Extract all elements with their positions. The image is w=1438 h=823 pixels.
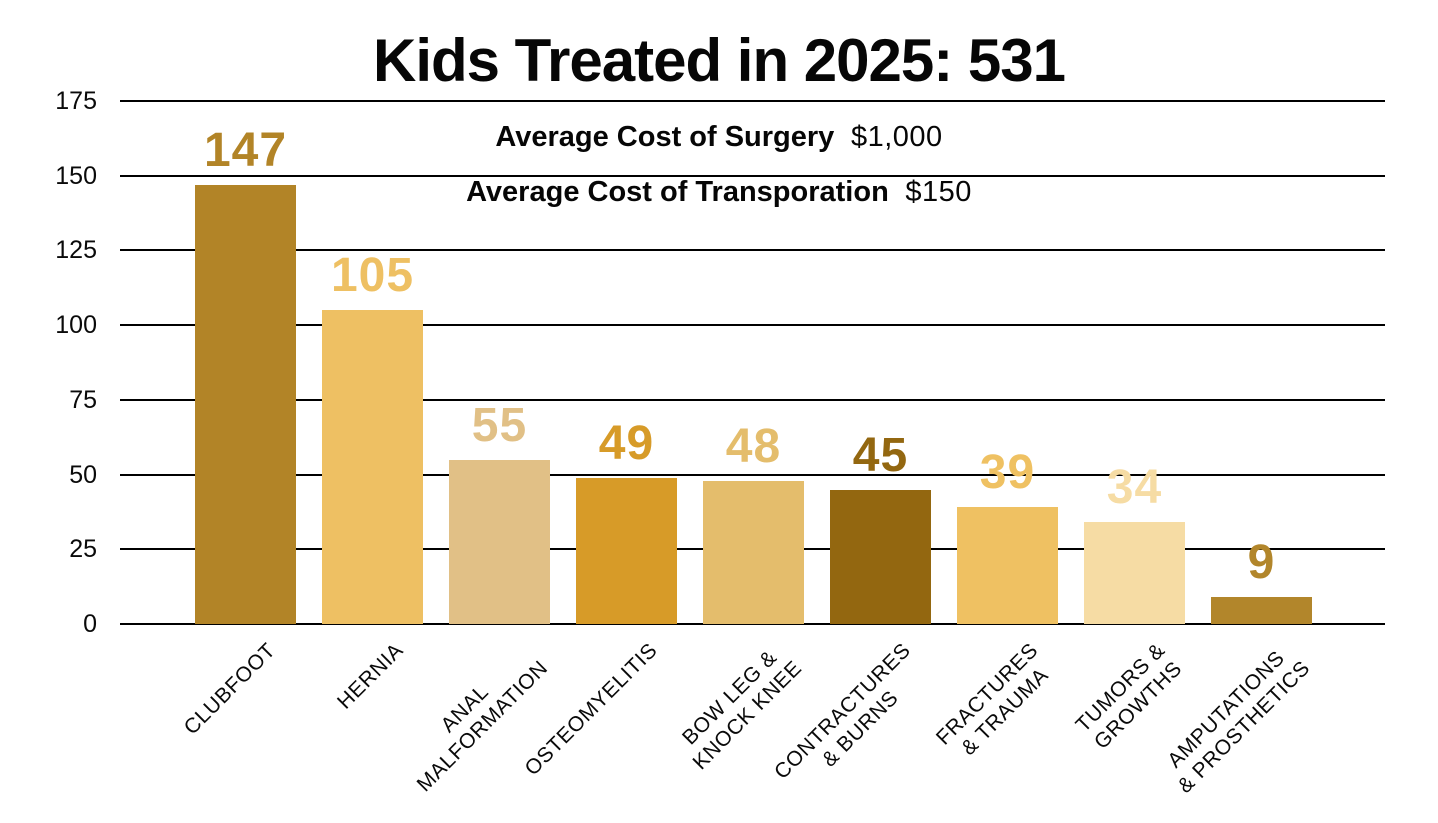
gridline-y-50 (120, 473, 1385, 476)
y-axis-tick-label: 25 (69, 535, 97, 564)
bar-value-label: 147 (203, 123, 288, 177)
bar-hernia (322, 310, 423, 624)
y-axis-tick-label: 75 (69, 385, 97, 414)
x-axis-category-label: AMPUTATIONS & PROSTHETICS (1162, 646, 1315, 798)
chart-title: Kids Treated in 2025: 531 (372, 27, 1066, 94)
x-axis-category-label: HERNIA (332, 638, 408, 714)
bar-value-label: 9 (1247, 536, 1276, 590)
subtitle-surgery-label: Average Cost of Surgery (495, 121, 835, 153)
y-axis-tick-label: 125 (55, 236, 97, 265)
y-axis-tick-label: 150 (55, 161, 97, 190)
subtitle-surgery-value (842, 121, 851, 153)
bar-osteomyelitis (576, 477, 677, 624)
subtitle-surgery-cost: Average Cost of Surgery $1,000 (0, 121, 1438, 154)
gridline-y-75 (120, 398, 1385, 401)
y-axis-tick-label: 0 (83, 610, 97, 638)
y-axis-tick-label: 50 (69, 460, 97, 489)
y-axis-tick-label: 100 (55, 311, 97, 340)
bar-value-label: 48 (725, 419, 782, 473)
bar-value-label: 34 (1106, 461, 1163, 515)
bar-bow-leg-knock-knee (703, 480, 804, 624)
x-axis-category-label: FRACTURES & TRAUMA (931, 638, 1053, 760)
bar-value-label: 105 (330, 249, 415, 303)
x-axis-category-label: CLUBFOOT (179, 638, 281, 740)
bar-value-label: 39 (979, 446, 1036, 500)
subtitle-transportation-label: Average Cost of Transporation (466, 176, 889, 208)
gridline-y-125 (120, 249, 1385, 252)
bar-value-label: 45 (852, 428, 909, 482)
subtitle-surgery-amount: $1,000 (850, 121, 943, 153)
subtitle-transportation-amount: $150 (905, 176, 972, 208)
bar-tumors-growths (1084, 522, 1185, 624)
x-axis-category-label: TUMORS & GROWTHS (1071, 638, 1187, 754)
bar-anal-malformation (449, 459, 550, 624)
bar-clubfoot (195, 184, 296, 624)
bar-amputations-prosthetics (1211, 597, 1312, 624)
gridline-y-175 (120, 100, 1385, 102)
x-axis-category-label: OSTEOMYELITIS (520, 638, 662, 781)
gridline-y-100 (120, 324, 1385, 327)
bar-value-label: 49 (598, 416, 655, 470)
gridline-y-150 (120, 174, 1385, 177)
subtitle-transportation-cost: Average Cost of Transporation $150 (0, 176, 1438, 209)
gridline-y-0 (120, 623, 1385, 625)
bar-value-label: 55 (471, 398, 528, 452)
bar-fractures-trauma (957, 507, 1058, 624)
y-axis-tick-label: 175 (55, 87, 97, 115)
bar-contractures-burns (830, 489, 931, 624)
